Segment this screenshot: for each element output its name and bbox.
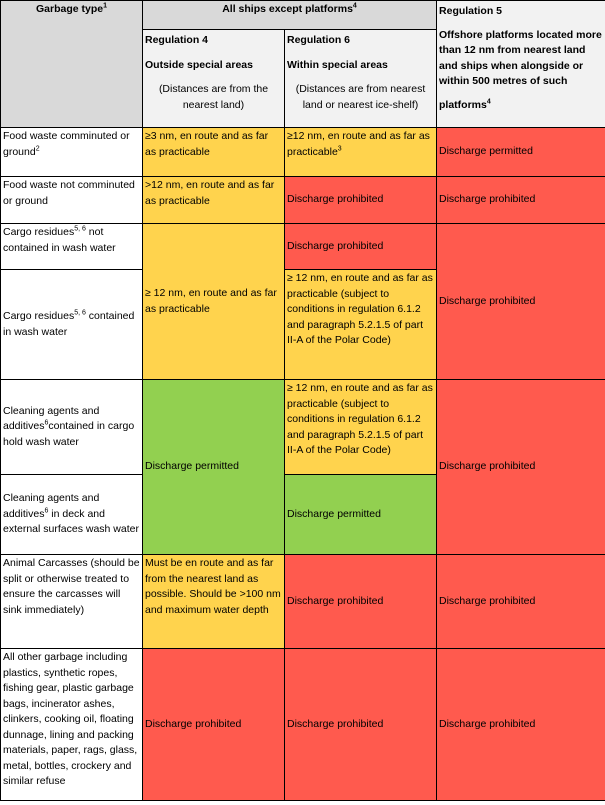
- reg6-subtitle: Within special areas: [287, 58, 388, 71]
- reg4-all-other-garbage: Discharge prohibited: [142, 648, 285, 801]
- header-garbage-type-label: Garbage type: [35, 3, 104, 15]
- header-all-ships-sup: 4: [352, 2, 357, 10]
- header-regulation-6: Regulation 6 Within special areas (Dista…: [283, 29, 438, 128]
- header-regulation-5: Regulation 5 Offshore platforms located …: [436, 0, 605, 128]
- reg4-subtitle: Outside special areas: [145, 58, 253, 71]
- reg4-note: (Distances are from the nearest land): [158, 83, 269, 111]
- reg5-cleaning-agents: Discharge prohibited: [436, 379, 605, 555]
- header-row-1: Garbage type1 All ships except platforms…: [0, 0, 605, 128]
- reg4-food-not-comminuted: >12 nm, en route and as far as practicab…: [142, 176, 285, 224]
- reg6-cleaning-deck: Discharge permitted: [283, 474, 438, 555]
- header-garbage-type: Garbage type1: [0, 0, 143, 128]
- reg5-animal-carcasses: Discharge prohibited: [436, 554, 605, 649]
- header-all-ships-label: All ships except platforms: [222, 3, 353, 15]
- type-all-other-garbage: All other garbage including plastics, sy…: [0, 648, 143, 801]
- reg5-description-end: platforms: [439, 98, 487, 111]
- reg4-cleaning-agents: Discharge permitted: [142, 379, 285, 555]
- type-cargo-contained: Cargo residues5, 6 contained in wash wat…: [0, 269, 143, 380]
- row-food-comminuted: Food waste comminuted or ground2 ≥3 nm, …: [0, 127, 605, 177]
- type-food-comminuted: Food waste comminuted or ground2: [0, 127, 143, 177]
- reg4-cargo-residues: ≥ 12 nm, en route and as far as practica…: [142, 223, 285, 380]
- reg4-animal-carcasses: Must be en route and as far from the nea…: [142, 554, 285, 649]
- reg5-sup: 4: [486, 98, 491, 105]
- header-regulation-4: Regulation 4 Outside special areas (Dist…: [142, 29, 285, 128]
- type-cargo-not-contained: Cargo residues5, 6 not contained in wash…: [0, 223, 143, 270]
- row-all-other-garbage: All other garbage including plastics, sy…: [0, 648, 605, 801]
- reg6-cargo-contained: ≥ 12 nm, en route and as far as practica…: [283, 269, 438, 380]
- reg5-title: Regulation 5: [439, 5, 503, 17]
- header-all-ships: All ships except platforms4: [141, 0, 438, 30]
- type-animal-carcasses: Animal Carcasses (should be split or oth…: [0, 554, 143, 649]
- reg6-food-comminuted: ≥12 nm, en route and as far as practicab…: [283, 127, 438, 177]
- reg5-description: Offshore platforms located more than 12 …: [439, 28, 602, 88]
- reg6-food-not-comminuted: Discharge prohibited: [283, 176, 438, 224]
- reg6-title: Regulation 6: [287, 34, 351, 46]
- row-food-not-comminuted: Food waste not comminuted or ground >12 …: [0, 176, 605, 224]
- row-cleaning-hold: Cleaning agents and additives6contained …: [0, 379, 605, 555]
- reg4-food-comminuted: ≥3 nm, en route and as far as practicabl…: [142, 127, 285, 177]
- reg6-animal-carcasses: Discharge prohibited: [283, 554, 438, 649]
- row-cargo-not-contained: Cargo residues5, 6 not contained in wash…: [0, 223, 605, 380]
- reg5-cargo-residues: Discharge prohibited: [436, 223, 605, 380]
- type-food-not-comminuted: Food waste not comminuted or ground: [0, 176, 143, 224]
- reg4-title: Regulation 4: [145, 34, 209, 46]
- reg5-food-not-comminuted: Discharge prohibited: [436, 176, 605, 224]
- reg5-food-comminuted: Discharge permitted: [436, 127, 605, 177]
- type-cleaning-hold: Cleaning agents and additives6contained …: [0, 379, 143, 475]
- row-animal-carcasses: Animal Carcasses (should be split or oth…: [0, 554, 605, 649]
- row-cargo-contained: Cargo residues5, 6 contained in wash wat…: [0, 269, 605, 380]
- reg5-all-other-garbage: Discharge prohibited: [436, 648, 605, 801]
- reg6-all-other-garbage: Discharge prohibited: [283, 648, 438, 801]
- header-row-2: Regulation 4 Outside special areas (Dist…: [1, 29, 605, 128]
- type-cleaning-deck: Cleaning agents and additives6 in deck a…: [0, 474, 143, 555]
- reg6-cleaning-hold: ≥ 12 nm, en route and as far as practica…: [283, 379, 438, 475]
- header-garbage-type-sup: 1: [103, 2, 107, 10]
- reg6-cargo-not-contained: Discharge prohibited: [283, 223, 438, 270]
- reg6-note: (Distances are from nearest land or near…: [295, 83, 426, 111]
